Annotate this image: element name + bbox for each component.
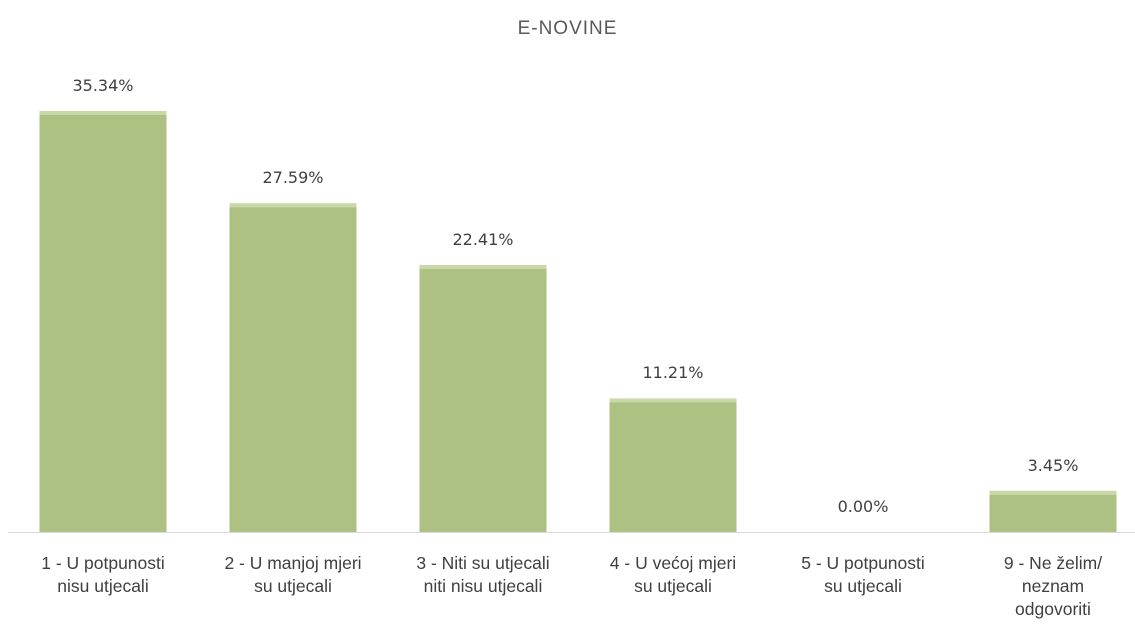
x-tick-label: 9 - Ne želim/ neznam odgovoriti (1003, 553, 1103, 619)
x-tick-label: 2 - U manjoj mjeri su utjecali (224, 553, 362, 596)
data-label: 3.45% (1027, 455, 1079, 475)
bar-highlight (39, 111, 167, 115)
x-tick-label: 1 - U potpunosti nisu utjecali (41, 553, 165, 596)
data-label: 22.41% (452, 230, 514, 250)
data-label: 0.00% (837, 497, 889, 516)
bar-highlight (229, 203, 357, 208)
bar-highlight (609, 398, 737, 403)
x-tick-label: 4 - U većoj mjeri su utjecali (609, 553, 737, 596)
bar-highlight (989, 490, 1117, 495)
bar (39, 111, 167, 532)
bar-highlight (419, 265, 547, 270)
bar (989, 490, 1117, 532)
chart-title: E-NOVINE (517, 18, 618, 39)
data-label: 35.34% (72, 76, 134, 95)
bar (609, 398, 737, 532)
data-label: 27.59% (262, 168, 324, 188)
bar (229, 203, 357, 532)
bar (419, 265, 547, 532)
x-tick-label: 5 - U potpunosti su utjecali (801, 553, 925, 596)
data-label: 11.21% (642, 363, 704, 383)
x-tick-label: 3 - Niti su utjecali niti nisu utjecali (416, 553, 550, 596)
